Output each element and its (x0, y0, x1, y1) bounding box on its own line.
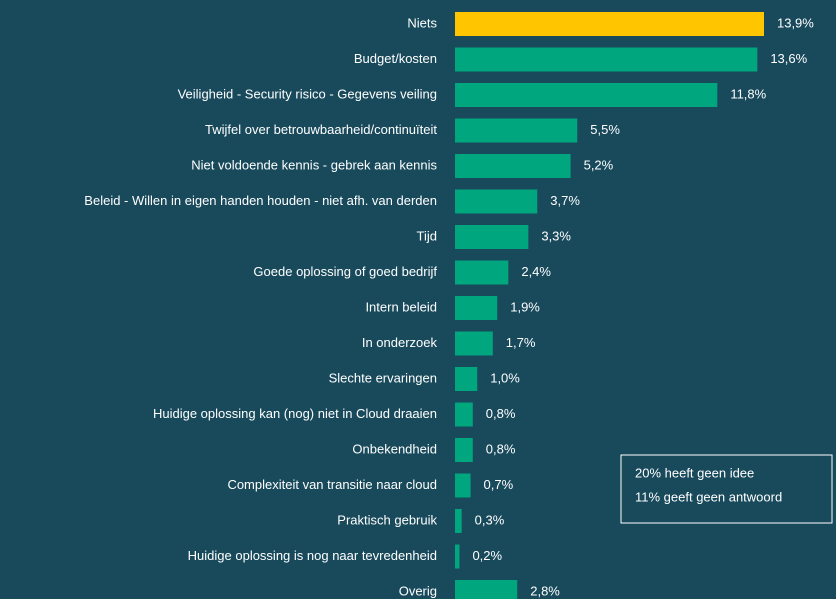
bar (455, 47, 758, 72)
category-label: Twijfel over betrouwbaarheid/continuïtei… (205, 122, 437, 137)
value-label: 0,3% (475, 512, 505, 527)
value-label: 3,7% (550, 193, 580, 208)
category-label: Beleid - Willen in eigen handen houden -… (84, 193, 437, 208)
value-label: 2,8% (530, 583, 560, 598)
bar (455, 473, 471, 498)
bar (455, 260, 509, 285)
value-label: 5,2% (584, 157, 614, 172)
bar (455, 296, 498, 320)
value-label: 2,4% (521, 264, 551, 279)
bar (455, 83, 718, 107)
value-label: 5,5% (590, 122, 620, 137)
bar (455, 509, 462, 533)
value-label: 13,9% (777, 15, 814, 30)
bar (455, 154, 571, 178)
category-label: Tijd (417, 228, 437, 243)
bar (455, 402, 473, 427)
category-label: Huidige oplossing kan (nog) niet in Clou… (153, 406, 437, 421)
value-label: 0,7% (484, 477, 514, 492)
category-label: Overig (399, 583, 437, 598)
category-label: Complexiteit van transitie naar cloud (227, 477, 437, 492)
bar (455, 12, 764, 36)
category-label: Onbekendheid (352, 441, 437, 456)
category-label: Niets (407, 15, 437, 30)
category-label: Veiligheid - Security risico - Gegevens … (178, 86, 437, 101)
category-label: Budget/kosten (354, 51, 437, 66)
bar (455, 580, 518, 599)
bar (455, 225, 529, 249)
value-label: 1,7% (506, 335, 536, 350)
value-label: 0,8% (486, 441, 516, 456)
category-label: Intern beleid (365, 299, 437, 314)
bar (455, 544, 460, 569)
value-label: 0,8% (486, 406, 516, 421)
value-label: 11,8% (730, 86, 766, 101)
note: 11% geeft geen antwoord (635, 489, 782, 504)
category-label: Praktisch gebruik (337, 512, 437, 527)
category-label: Niet voldoende kennis - gebrek aan kenni… (191, 157, 437, 172)
bar (455, 189, 538, 214)
value-label: 1,0% (490, 370, 520, 385)
bar (455, 118, 578, 143)
value-label: 1,9% (510, 299, 540, 314)
bar (455, 331, 493, 356)
category-label: In onderzoek (362, 335, 438, 350)
value-label: 3,3% (541, 228, 571, 243)
category-label: Goede oplossing of goed bedrijf (253, 264, 437, 279)
note-box (620, 454, 833, 524)
value-label: 0,2% (472, 548, 502, 563)
bar (455, 367, 478, 391)
category-label: Slechte ervaringen (329, 370, 437, 385)
value-label: 13,6% (770, 51, 807, 66)
note: 20% heeft geen idee (635, 465, 754, 480)
bar (455, 438, 473, 462)
category-label: Huidige oplossing is nog naar tevredenhe… (188, 548, 437, 563)
